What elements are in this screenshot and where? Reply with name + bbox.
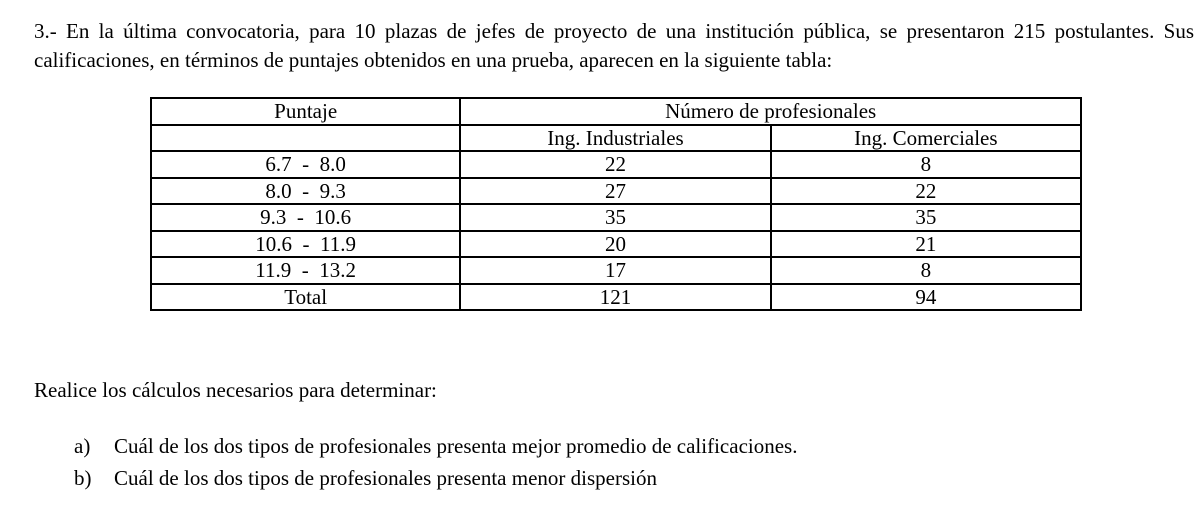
- subheader-comerciales: Ing. Comerciales: [769, 123, 1083, 152]
- ind-cell: 27: [459, 176, 772, 205]
- table-row: 8.0 - 9.3 27 22: [149, 176, 1083, 205]
- total-row: Total 121 94: [149, 282, 1083, 311]
- problem-statement: 3.- En la última convocatoria, para 10 p…: [34, 19, 1194, 72]
- ind-cell: 35: [459, 203, 772, 232]
- table-row: 6.7 - 8.0 22 8: [149, 150, 1083, 179]
- question-text: Cuál de los dos tipos de profesionales p…: [114, 434, 798, 458]
- com-cell: 22: [769, 176, 1083, 205]
- table-row: 9.3 - 10.6 35 35: [149, 203, 1083, 232]
- range-cell: 9.3 - 10.6: [149, 203, 462, 232]
- question-a: a) Cuál de los dos tipos de profesionales…: [74, 430, 797, 462]
- ind-cell: 17: [459, 256, 772, 285]
- empty-cell: [149, 123, 462, 152]
- scores-table: Puntaje Número de profesionales Ing. Ind…: [149, 97, 1083, 311]
- total-com: 94: [769, 282, 1083, 311]
- range-cell: 11.9 - 13.2: [149, 256, 462, 285]
- table-subheader-row: Ing. Industriales Ing. Comerciales: [149, 123, 1083, 152]
- range-cell: 10.6 - 11.9: [149, 229, 462, 258]
- question-label: a): [74, 434, 91, 458]
- com-cell: 8: [769, 150, 1083, 179]
- header-puntaje: Puntaje: [149, 97, 462, 126]
- table-header-row: Puntaje Número de profesionales: [149, 97, 1082, 126]
- subheader-industriales: Ing. Industriales: [459, 123, 772, 152]
- com-cell: 35: [769, 203, 1083, 232]
- question-text: Cuál de los dos tipos de profesionales p…: [114, 466, 657, 490]
- range-cell: 6.7 - 8.0: [149, 150, 462, 179]
- range-cell: 8.0 - 9.3: [149, 176, 462, 205]
- question-label: b): [74, 466, 92, 490]
- com-cell: 8: [769, 256, 1083, 285]
- ind-cell: 22: [459, 150, 772, 179]
- ind-cell: 20: [459, 229, 772, 258]
- instruction: Realice los cálculos necesarios para det…: [34, 378, 437, 402]
- com-cell: 21: [769, 229, 1083, 258]
- question-b: b) Cuál de los dos tipos de profesionales…: [74, 462, 797, 494]
- header-group: Número de profesionales: [459, 97, 1082, 126]
- table-row: 11.9 - 13.2 17 8: [149, 256, 1083, 285]
- table-row: 10.6 - 11.9 20 21: [149, 229, 1083, 258]
- total-ind: 121: [459, 282, 772, 311]
- total-label: Total: [149, 282, 462, 311]
- question-list: a) Cuál de los dos tipos de profesionales…: [74, 430, 797, 494]
